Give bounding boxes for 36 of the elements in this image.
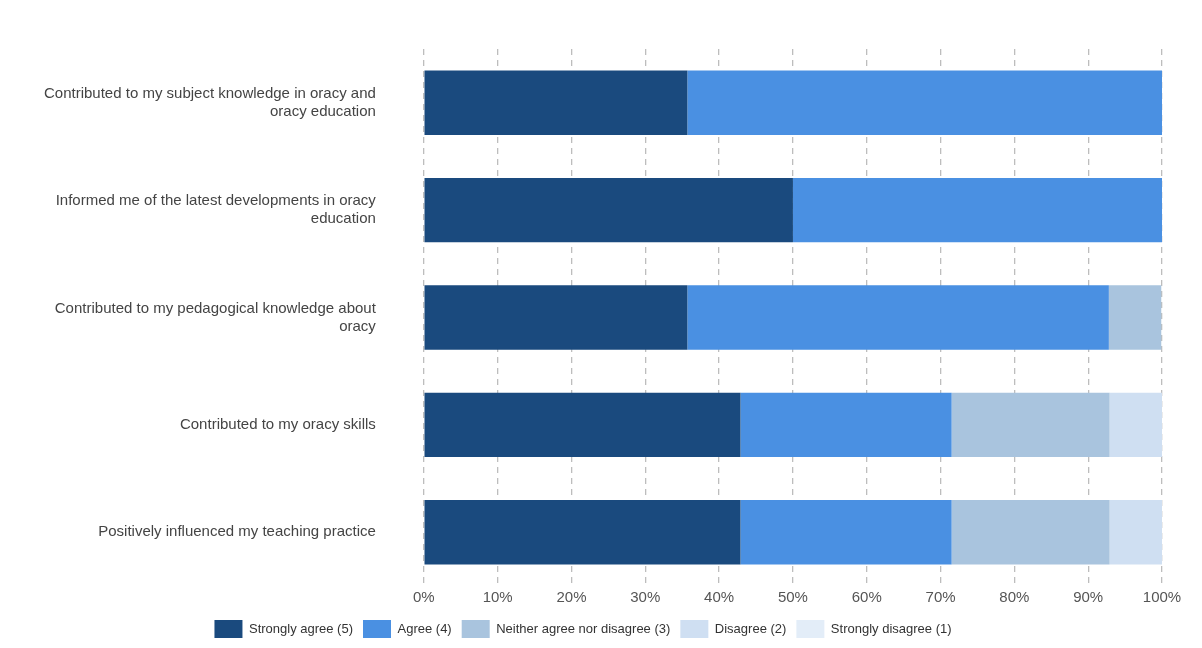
legend-label: Agree (4) xyxy=(397,620,452,636)
x-tick-label: 60% xyxy=(851,588,882,606)
bar xyxy=(951,500,1110,565)
legend-label: Neither agree nor disagree (3) xyxy=(496,620,671,636)
y-tick-label: Positively influenced my teaching practice xyxy=(98,522,376,540)
legend-label: Strongly disagree (1) xyxy=(830,620,952,636)
bar xyxy=(424,177,793,243)
bar xyxy=(424,285,688,350)
bar xyxy=(424,392,741,458)
legend-label: Strongly agree (5) xyxy=(248,620,354,636)
bar xyxy=(687,70,1162,135)
bar xyxy=(1109,500,1162,565)
bar xyxy=(740,500,952,565)
y-tick-label: Contributed to my pedagogical knowledge about oracy xyxy=(54,298,377,334)
bar xyxy=(792,177,1162,243)
y-tick-label: Informed me of the latest developments in oracy education xyxy=(55,191,377,227)
legend-label: Disagree (2) xyxy=(714,620,787,636)
bar xyxy=(1109,392,1162,458)
bar xyxy=(424,500,741,565)
x-tick-label: 20% xyxy=(556,588,587,606)
x-tick-label: 30% xyxy=(630,588,661,606)
y-tick-label: Contributed to my oracy skills xyxy=(179,415,376,433)
bar xyxy=(951,392,1110,458)
bar xyxy=(1108,285,1162,350)
x-tick-label: 50% xyxy=(777,588,808,606)
x-tick-label: 90% xyxy=(1073,588,1104,606)
bar xyxy=(424,70,688,135)
x-tick-label: 80% xyxy=(999,588,1030,606)
x-tick-label: 40% xyxy=(704,588,735,606)
x-tick-label: 100% xyxy=(1142,588,1182,606)
x-tick-label: 0% xyxy=(413,588,435,606)
x-tick-label: 70% xyxy=(925,588,956,606)
x-tick-label: 10% xyxy=(482,588,513,606)
bar xyxy=(740,392,952,458)
y-tick-label: Contributed to my subject knowledge in oracy and oracy education xyxy=(43,83,376,119)
bar xyxy=(687,285,1109,350)
